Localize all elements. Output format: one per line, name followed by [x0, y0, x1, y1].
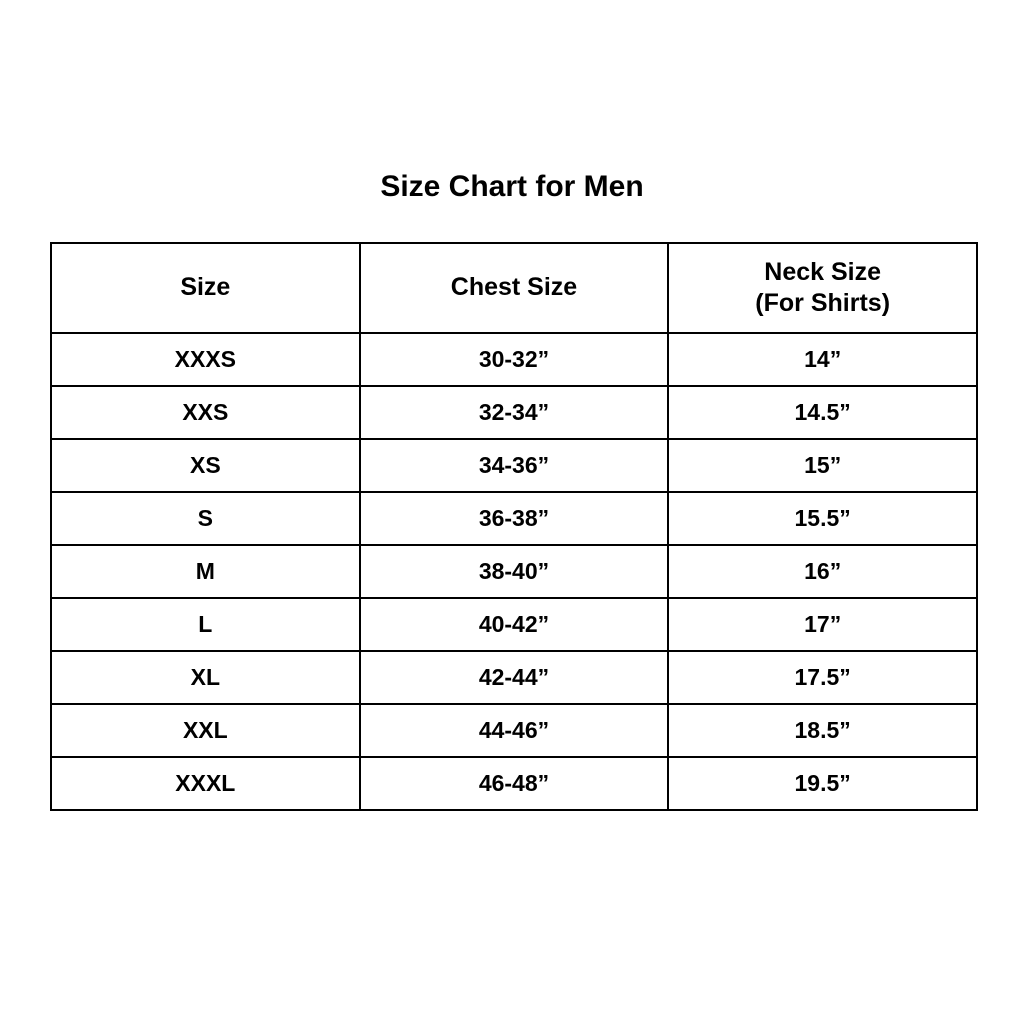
neck-size-cell: 19.5”	[667, 756, 978, 811]
size-cell: XXXS	[50, 332, 361, 387]
table-row: S 36-38” 15.5”	[50, 491, 978, 546]
table-body: XXXS 30-32” 14” XXS 32-34” 14.5” XS 34-36” 15” S 3…	[50, 332, 978, 811]
neck-size-cell: 15.5”	[667, 491, 978, 546]
column-header-label: Chest Size	[450, 273, 578, 302]
neck-size-cell: 16”	[667, 544, 978, 599]
size-cell: XXL	[50, 703, 361, 758]
table-row: XXS 32-34” 14.5”	[50, 385, 978, 440]
size-cell: XL	[50, 650, 361, 705]
size-cell: XXS	[50, 385, 361, 440]
table-header: Size Chest Size Neck Size (For Shirts)	[50, 242, 978, 334]
size-cell: M	[50, 544, 361, 599]
column-header-size: Size	[50, 242, 361, 334]
table-row: XXXS 30-32” 14”	[50, 332, 978, 387]
chest-size-cell: 44-46”	[358, 703, 670, 758]
column-header-neck-size: Neck Size (For Shirts)	[667, 242, 978, 334]
size-cell: XXXL	[50, 756, 361, 811]
size-chart-table: Size Chest Size Neck Size (For Shirts) X…	[50, 242, 978, 811]
column-header-chest-size: Chest Size	[358, 242, 670, 334]
neck-size-cell: 17”	[667, 597, 978, 652]
table-row: M 38-40” 16”	[50, 544, 978, 599]
neck-size-cell: 18.5”	[667, 703, 978, 758]
size-cell: S	[50, 491, 361, 546]
table-row: XS 34-36” 15”	[50, 438, 978, 493]
size-cell: L	[50, 597, 361, 652]
table-row: XL 42-44” 17.5”	[50, 650, 978, 705]
size-cell: XS	[50, 438, 361, 493]
chest-size-cell: 38-40”	[358, 544, 670, 599]
column-header-label: Neck Size	[764, 257, 882, 286]
neck-size-cell: 15”	[667, 438, 978, 493]
table-row: XXXL 46-48” 19.5”	[50, 756, 978, 811]
header-row: Size Chest Size Neck Size (For Shirts)	[50, 242, 978, 334]
chest-size-cell: 36-38”	[358, 491, 670, 546]
neck-size-cell: 14”	[667, 332, 978, 387]
neck-size-cell: 14.5”	[667, 385, 978, 440]
page-title: Size Chart for Men	[380, 170, 644, 203]
chest-size-cell: 42-44”	[358, 650, 670, 705]
column-header-label: Size	[180, 273, 231, 302]
table-row: XXL 44-46” 18.5”	[50, 703, 978, 758]
chest-size-cell: 30-32”	[358, 332, 670, 387]
chest-size-cell: 34-36”	[358, 438, 670, 493]
column-header-sublabel: (For Shirts)	[755, 289, 891, 317]
chest-size-cell: 32-34”	[358, 385, 670, 440]
table-row: L 40-42” 17”	[50, 597, 978, 652]
chest-size-cell: 46-48”	[358, 756, 670, 811]
neck-size-cell: 17.5”	[667, 650, 978, 705]
chest-size-cell: 40-42”	[358, 597, 670, 652]
